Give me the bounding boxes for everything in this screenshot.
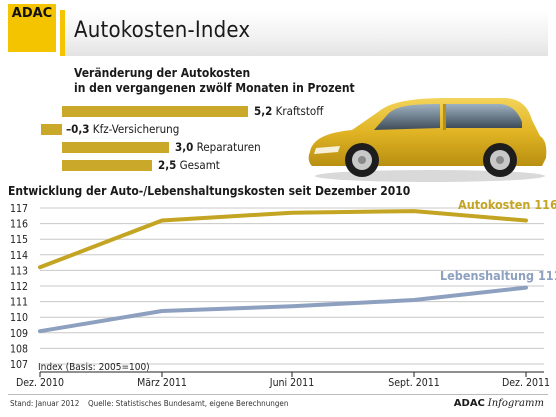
bar-category-label: Reparaturen: [193, 140, 261, 154]
series-line-lebenshaltung: [38, 285, 528, 334]
footer-brand-bold: ADAC: [453, 398, 485, 409]
x-tick-label: März 2011: [137, 377, 187, 389]
bar-value-label: 3,0: [175, 140, 194, 154]
series-label-lebenshaltung: Lebenshaltung 111,9: [440, 268, 556, 283]
index-note: Index (Basis: 2005=100): [38, 362, 150, 373]
x-tick-label: Dez. 2010: [16, 377, 64, 389]
bar-category-label: Kfz-Versicherung: [89, 122, 180, 136]
series-name: Lebenshaltung: [440, 268, 538, 283]
bar-kfz-versicherung: [41, 124, 62, 135]
footer-brand-italic: Infogramm: [487, 398, 544, 409]
footer-stand: Stand: Januar 2012: [10, 399, 80, 408]
y-tick-label: 115: [10, 234, 28, 246]
x-tick-label: Sept. 2011: [388, 377, 440, 389]
bar-label: 5,2 Kraftstoff: [254, 105, 323, 118]
y-tick-label: 110: [10, 312, 28, 324]
bar-value-label: –0,3: [66, 122, 90, 136]
footer-source: Quelle: Statistisches Bundesamt, eigene …: [88, 399, 289, 408]
bar-label: –0,3 Kfz-Versicherung: [66, 123, 179, 136]
bar-kraftstoff: [62, 106, 248, 117]
y-tick-label: 111: [10, 297, 28, 309]
car-illustration: [308, 98, 547, 182]
bar-value-label: 2,5: [158, 158, 177, 172]
bar-label: 2,5 Gesamt: [158, 159, 220, 172]
bar-reparaturen: [62, 142, 169, 153]
logo-text: ADAC: [11, 6, 53, 21]
series-label-autokosten: Autokosten 116,2: [458, 197, 556, 212]
y-tick-label: 109: [10, 328, 28, 340]
title-accent-bar: [60, 10, 65, 56]
page-title: Autokosten-Index: [74, 18, 251, 43]
bar-value-label: 5,2: [254, 104, 273, 118]
bar-gesamt: [62, 160, 152, 171]
footer-brand: ADAC Infogramm: [454, 398, 544, 409]
y-tick-label: 116: [10, 219, 28, 231]
y-tick-label: 113: [10, 265, 28, 277]
y-tick-label: 112: [10, 281, 28, 293]
series-end-value: 116,2: [534, 197, 556, 212]
adac-logo: ADAC: [8, 4, 56, 52]
bar-category-label: Gesamt: [176, 158, 220, 172]
line-chart-title: Entwicklung der Auto-/Lebenshaltungskost…: [8, 184, 411, 198]
bar-category-label: Kraftstoff: [272, 104, 324, 118]
bar-chart-title-line2: in den vergangenen zwölf Monaten in Proz…: [74, 81, 355, 95]
series-line-autokosten: [38, 209, 528, 270]
header-band: [60, 10, 548, 56]
bar-chart-title: Veränderung der Autokosten in den vergan…: [74, 66, 374, 96]
y-tick-label: 108: [10, 343, 28, 355]
bar-chart-title-line1: Veränderung der Autokosten: [74, 66, 251, 80]
x-tick-label: Juni 2011: [269, 377, 314, 389]
y-tick-label: 117: [10, 203, 28, 215]
bar-label: 3,0 Reparaturen: [175, 141, 261, 154]
x-tick-label: Dez. 2011: [502, 377, 550, 389]
y-tick-label: 114: [10, 250, 28, 262]
footer-divider: [8, 394, 548, 395]
y-tick-label: 107: [10, 359, 28, 371]
series-end-value: 111,9: [537, 268, 556, 283]
series-name: Autokosten: [458, 197, 535, 212]
